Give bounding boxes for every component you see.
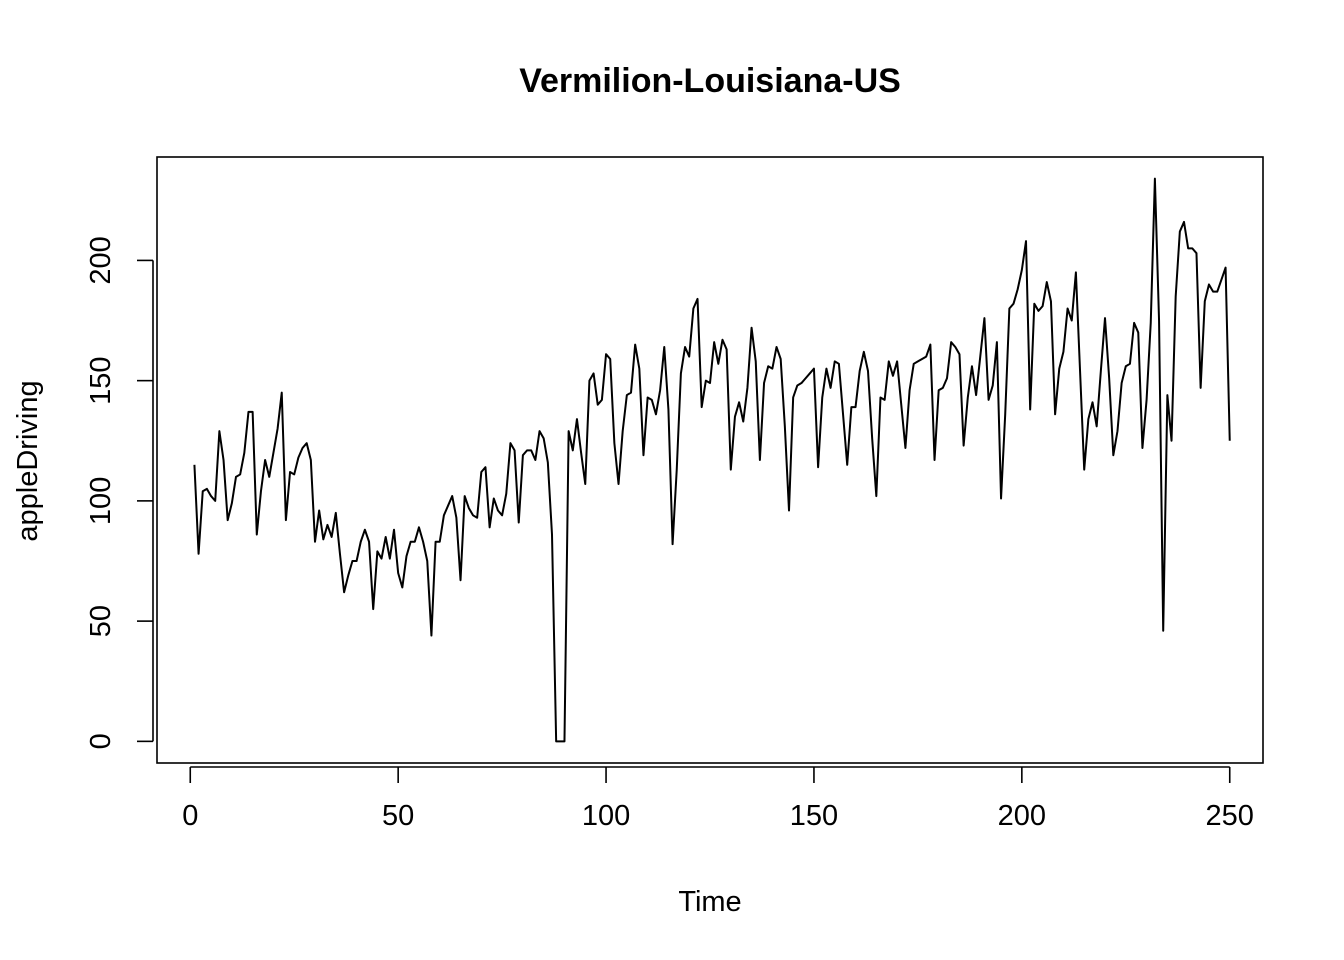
y-axis: 0 50 100 150 200 [85,236,154,749]
x-tick-label: 200 [998,800,1046,832]
x-tick-label: 150 [790,800,838,832]
plot-frame [156,156,1264,764]
y-tick-label: 0 [85,733,117,749]
y-tick-label: 100 [85,477,117,525]
y-tick-label: 200 [85,236,117,284]
x-axis: 0 50 100 150 200 250 [182,766,1254,832]
x-tick-label: 100 [582,800,630,832]
y-axis-label: appleDriving [12,380,44,541]
series-line [193,177,1231,743]
y-tick-label: 50 [85,605,117,637]
chart-title: Vermilion-Louisiana-US [519,62,901,100]
x-tick-label: 250 [1206,800,1254,832]
y-tick-label: 150 [85,356,117,404]
x-tick-label: 50 [382,800,414,832]
x-tick-label: 0 [182,800,198,832]
x-axis-label: Time [678,886,741,918]
